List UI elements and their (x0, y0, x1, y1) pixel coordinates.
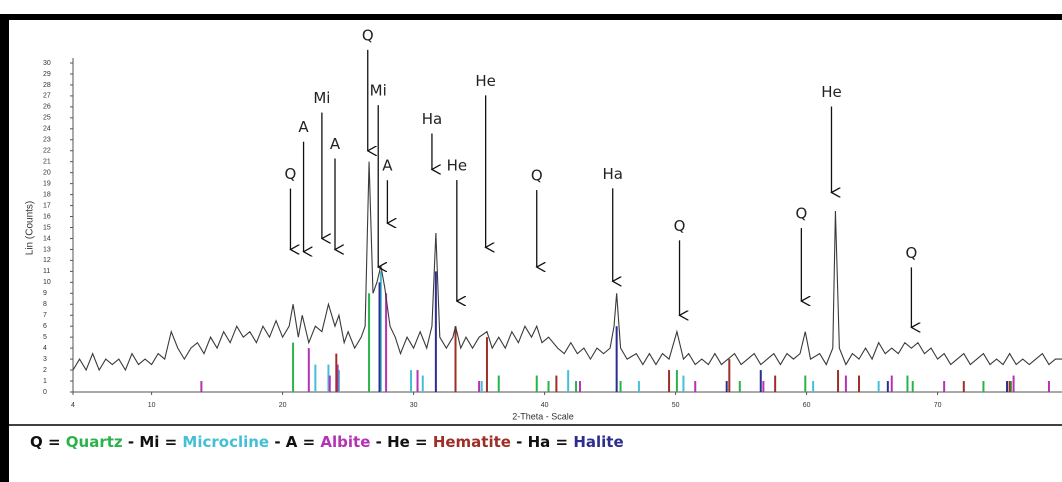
x-tick-label: 4 (71, 402, 75, 409)
x-tick-label: 60 (803, 402, 811, 409)
y-tick-label: 9 (43, 290, 47, 297)
legend-equals: = (159, 433, 182, 451)
legend-symbol: A (286, 433, 298, 451)
legend-equals: = (550, 433, 573, 451)
y-tick-label: 21 (43, 159, 51, 166)
y-tick-label: 24 (43, 126, 51, 133)
legend-symbol: He (387, 433, 410, 451)
y-tick-label: 16 (43, 213, 51, 220)
frame-top (0, 14, 1062, 20)
x-tick-label: 20 (279, 402, 287, 409)
annotation-label: Q (674, 217, 686, 235)
y-tick-label: 2 (43, 367, 47, 374)
legend-entry: Halite (573, 433, 623, 451)
y-tick-label: 3 (43, 356, 47, 363)
y-axis-label: Lin (Counts) (25, 201, 36, 255)
annotation-label: Ha (602, 165, 622, 183)
y-tick-label: 29 (43, 71, 51, 78)
y-tick-label: 6 (43, 323, 47, 330)
plot-area (73, 161, 1062, 392)
legend-entry: Microcline (182, 433, 269, 451)
y-tick-label: 19 (43, 180, 51, 187)
legend-symbol: Q (30, 433, 43, 451)
y-tick-label: 0 (43, 389, 47, 396)
legend-equals: = (410, 433, 433, 451)
y-tick-label: 20 (43, 170, 51, 177)
x-tick-label: 30 (410, 402, 418, 409)
y-tick-label: 7 (43, 312, 47, 319)
annotation-label: Q (795, 205, 807, 223)
y-tick-label: 13 (43, 246, 51, 253)
annotation-label: He (821, 83, 842, 101)
y-tick-label: 5 (43, 334, 47, 341)
legend-equals: = (43, 433, 66, 451)
annotation-label: A (298, 118, 309, 136)
annotation-label: He (447, 157, 468, 175)
y-tick-label: 23 (43, 137, 51, 144)
annotation-label: Q (531, 167, 543, 185)
annotation-label: He (475, 72, 496, 90)
legend: Q = Quartz - Mi = Microcline - A = Albit… (30, 433, 624, 451)
annotation-label: Q (362, 26, 374, 44)
y-tick-label: 27 (43, 93, 51, 100)
y-tick-label: 15 (43, 224, 51, 231)
y-tick-label: 4 (43, 345, 47, 352)
y-tick-label: 1 (43, 378, 47, 385)
legend-entry: Hematite (433, 433, 511, 451)
annotation-label: Mi (313, 89, 330, 107)
y-tick-label: 10 (43, 279, 51, 286)
annotation-label: A (330, 135, 341, 153)
legend-separator: - (123, 433, 140, 451)
y-tick-label: 26 (43, 104, 51, 111)
legend-separator: - (269, 433, 286, 451)
annotation-label: Ha (422, 110, 442, 128)
legend-symbol: Ha (528, 433, 551, 451)
diffraction-trace (73, 161, 1062, 372)
x-tick-label: 50 (672, 402, 680, 409)
y-tick-label: 22 (43, 148, 51, 155)
legend-symbol: Mi (139, 433, 159, 451)
y-tick-label: 25 (43, 115, 51, 122)
frame-left (0, 14, 9, 482)
annotation-label: Q (285, 165, 297, 183)
legend-separator: - (511, 433, 528, 451)
y-tick-label: 17 (43, 202, 51, 209)
x-axis-label: 2-Theta - Scale (512, 411, 574, 421)
y-tick-label: 11 (43, 268, 50, 275)
legend-entry: Albite (320, 433, 370, 451)
legend-equals: = (297, 433, 320, 451)
annotation-label: Q (905, 244, 917, 262)
x-tick-label: 10 (148, 402, 156, 409)
annotation-label: Mi (370, 82, 387, 100)
annotation-label: A (382, 157, 393, 175)
legend-entry: Quartz (66, 433, 123, 451)
y-tick-label: 18 (43, 191, 51, 198)
x-tick-label: 70 (934, 402, 942, 409)
y-tick-label: 14 (43, 235, 51, 242)
x-tick-label: 40 (541, 402, 549, 409)
legend-separator: - (370, 433, 387, 451)
y-tick-label: 28 (43, 82, 51, 89)
y-tick-label: 30 (43, 60, 51, 67)
y-tick-label: 12 (43, 257, 51, 264)
y-tick-label: 8 (43, 301, 47, 308)
